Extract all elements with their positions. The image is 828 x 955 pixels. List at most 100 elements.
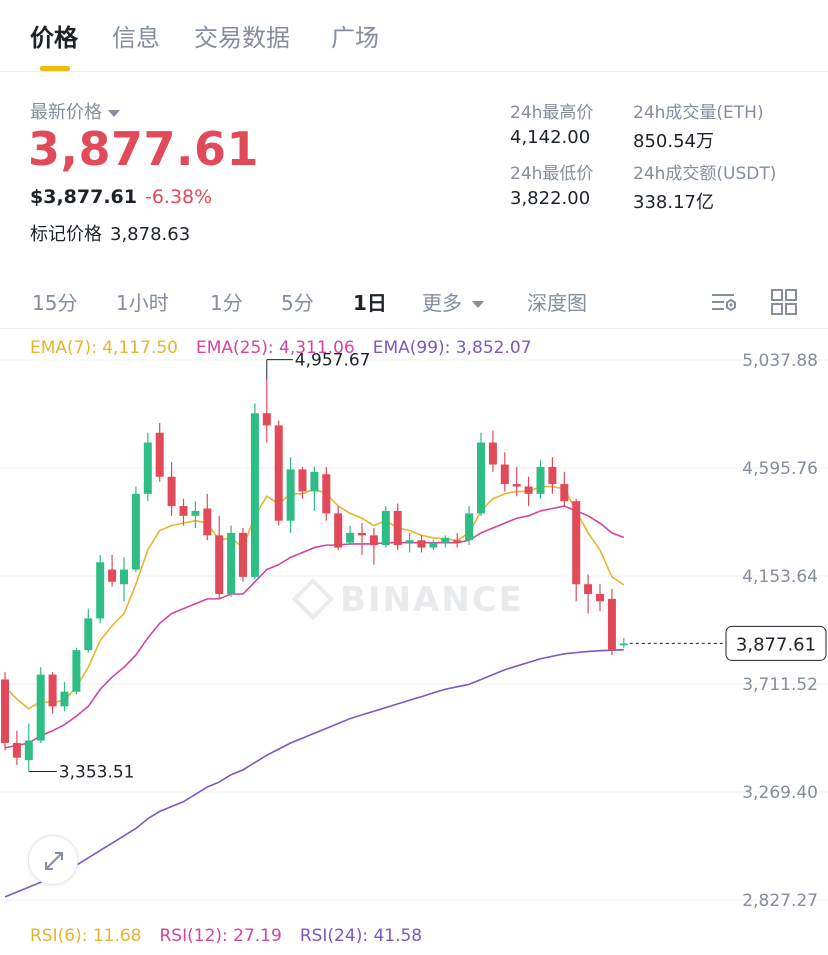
max-price-label: 4,957.67: [295, 351, 371, 371]
candle-body: [488, 442, 497, 465]
interval-1d[interactable]: 1日: [353, 291, 387, 315]
expand-icon: [45, 852, 63, 870]
candle-body: [619, 643, 628, 646]
caret-down-icon: [108, 109, 120, 117]
candle-body: [548, 466, 557, 485]
depth-chart-tab[interactable]: 深度图: [527, 291, 587, 315]
interval-5m[interactable]: 5分: [281, 291, 314, 315]
candle-body: [369, 535, 378, 546]
candle-body: [24, 740, 33, 761]
candle-body: [36, 674, 45, 741]
stat-label: 24h成交额(USDT): [633, 164, 777, 184]
candle-body: [465, 513, 474, 541]
rsi24-legend: RSI(24): 41.58: [299, 926, 423, 946]
ema99-line: [4, 648, 624, 898]
interval-more-label: 更多: [422, 291, 462, 315]
candle-body: [215, 535, 224, 594]
interval-more[interactable]: 更多: [422, 287, 484, 316]
candle-body: [274, 425, 283, 521]
candle-body: [60, 691, 69, 707]
active-tab-indicator: [40, 66, 70, 71]
candle-body: [120, 569, 128, 585]
candle-body: [239, 532, 247, 577]
y-tick-label: 4,595.76: [742, 459, 818, 479]
stat-label: 24h最高价: [510, 103, 594, 123]
rsi-legend: RSI(6): 11.68 RSI(12): 27.19 RSI(24): 41.5…: [30, 926, 440, 946]
rsi6-legend: RSI(6): 11.68: [30, 926, 142, 946]
current-price-label: 3,877.61: [736, 634, 816, 655]
latest-price-selector[interactable]: 最新价格: [30, 98, 120, 124]
usd-price: $3,877.61: [30, 186, 137, 208]
candle-body: [393, 510, 402, 546]
candle-body: [536, 466, 545, 494]
candle-body: [322, 474, 331, 514]
current-price-box: [725, 625, 827, 661]
candle-body: [381, 510, 390, 546]
tab-info[interactable]: 信息: [112, 24, 160, 52]
candle-body: [310, 471, 319, 492]
mark-price-line: 标记价格 3,878.63: [30, 220, 190, 246]
stat-value: 850.54万: [633, 131, 714, 152]
interval-1m[interactable]: 1分: [210, 291, 243, 315]
latest-price-label: 最新价格: [30, 102, 102, 123]
usd-price-line: $3,877.61 -6.38%: [30, 186, 212, 208]
interval-1h[interactable]: 1小时: [116, 291, 169, 315]
tab-trading-data[interactable]: 交易数据: [194, 24, 290, 52]
candle-body: [48, 674, 57, 707]
candle-body: [334, 513, 343, 548]
stat-value: 3,822.00: [510, 188, 591, 209]
candle-body: [346, 532, 355, 543]
candle-body: [405, 540, 414, 543]
candle-body: [584, 584, 593, 594]
candle-body: [72, 650, 81, 692]
interval-15m[interactable]: 15分: [32, 291, 78, 315]
stat-label: 24h最低价: [510, 164, 594, 184]
candle-body: [453, 540, 462, 543]
candle-body: [358, 532, 366, 536]
candle-body: [524, 486, 533, 494]
ema-legend: EMA(7): 4,117.50 EMA(25): 4,311.06 EMA(99)…: [30, 338, 550, 358]
stat-24h-low: 24h最低价 3,822.00: [510, 159, 593, 209]
expand-chart-button[interactable]: [28, 835, 78, 885]
stat-24h-high: 24h最高价 4,142.00: [510, 98, 593, 148]
stat-value: 4,142.00: [510, 127, 591, 148]
candle-body: [250, 413, 259, 577]
candle-body: [155, 432, 164, 477]
min-price-label: 3,353.51: [59, 762, 135, 782]
ema25-line: [4, 505, 625, 749]
chart-top-divider: [0, 328, 828, 329]
candle-body: [441, 537, 450, 543]
candle-body: [512, 484, 521, 487]
candle-body: [1, 679, 9, 743]
last-price: 3,877.61: [28, 122, 259, 176]
candle-body: [179, 506, 188, 516]
candlestick-chart[interactable]: 5,037.88 4,595.76 4,153.64 3,711.52 3,269.40…: [0, 330, 828, 922]
grid-layout-icon[interactable]: [770, 288, 798, 316]
ema25-legend: EMA(25): 4,311.06: [195, 338, 355, 358]
tab-square[interactable]: 广场: [331, 24, 379, 52]
candle-body: [417, 540, 426, 548]
candle-body: [143, 442, 152, 494]
chart-settings-icon[interactable]: [710, 288, 738, 316]
mark-price-label: 标记价格: [30, 224, 102, 245]
y-tick-label: 3,711.52: [742, 675, 818, 695]
price-change-percent: -6.38%: [144, 186, 213, 208]
tab-price[interactable]: 价格: [30, 24, 78, 52]
candle-body: [227, 532, 236, 594]
y-tick-label: 2,827.27: [742, 891, 818, 911]
binance-watermark: BINANCE: [291, 577, 524, 620]
caret-down-icon: [472, 301, 484, 308]
candle-body: [477, 442, 485, 514]
stat-value: 338.17亿: [633, 192, 714, 213]
ema7-legend: EMA(7): 4,117.50: [30, 338, 178, 358]
candle-body: [84, 618, 93, 651]
top-tabs: 价格 信息 交易数据 广场: [0, 0, 828, 72]
stat-24h-amount: 24h成交额(USDT) 338.17亿: [633, 159, 776, 214]
y-tick-label: 5,037.88: [742, 351, 818, 371]
candle-body: [191, 510, 200, 516]
watermark-text: BINANCE: [340, 580, 524, 620]
candle-body: [203, 508, 212, 536]
mark-price: 3,878.63: [110, 224, 191, 245]
candle-body: [286, 469, 295, 521]
candle-body: [607, 598, 616, 651]
